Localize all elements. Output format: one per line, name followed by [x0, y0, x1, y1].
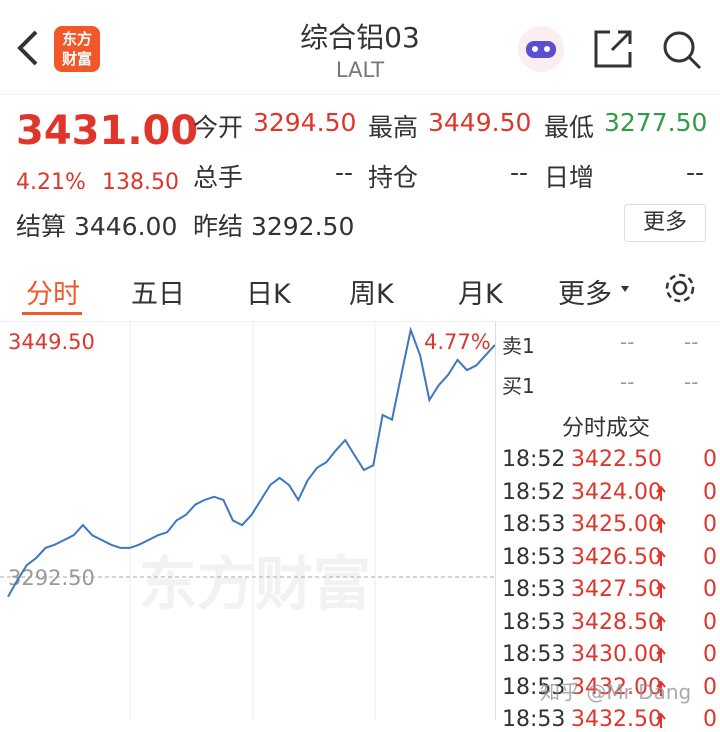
trade-time: 18:52: [502, 479, 566, 505]
y-tick-label: 3449.50: [8, 330, 95, 354]
trade-volume: 0: [703, 479, 717, 505]
y-tick-label: 3292.50: [8, 566, 95, 590]
settle: 结算 3446.00: [16, 207, 177, 243]
divider: [495, 322, 496, 720]
header: 东方财富 综合铝03 LALT: [0, 0, 720, 95]
stat-value: --: [685, 158, 704, 187]
stat-label: 结算: [16, 212, 67, 241]
up-arrow: [656, 615, 666, 631]
trade-volume: 0: [703, 544, 717, 570]
logo: 东方 财富: [54, 26, 100, 72]
stat-label: 昨结: [193, 212, 244, 241]
trade-price: 3432.00: [571, 674, 662, 700]
stat-label: 今开: [193, 113, 244, 142]
trade-time: 18:53: [502, 512, 566, 537]
trade-price: 3428.50: [571, 609, 662, 635]
trade-volume: 0: [703, 642, 717, 667]
stat-value: 3449.50: [428, 108, 532, 137]
stat-value: 3277.50: [604, 108, 708, 137]
stat-value: 3446.00: [73, 212, 178, 241]
logo-text: 东方: [61, 30, 92, 48]
trade-time: 18:53: [502, 577, 566, 602]
stat-value: 3292.50: [250, 212, 355, 241]
dropdown-icon: [621, 286, 629, 292]
share-icon[interactable]: [592, 28, 634, 70]
trade-volume: 0: [703, 609, 717, 635]
up-arrow: [656, 583, 666, 598]
change-pct: 4.21%: [16, 170, 86, 195]
stat-value: 3294.50: [253, 108, 357, 137]
tab[interactable]: 周K: [349, 279, 394, 310]
trade-time: 18:53: [502, 642, 566, 667]
tab[interactable]: 日K: [246, 279, 291, 310]
code: LALT: [335, 58, 385, 82]
settings-icon[interactable]: [662, 270, 698, 306]
trade-time: 18:53: [502, 674, 566, 700]
up-arrow: [656, 485, 666, 501]
book-price: --: [620, 330, 635, 354]
tab[interactable]: 更多: [558, 279, 612, 310]
trade-volume: 0: [703, 577, 717, 602]
trade-price: 3427.50: [571, 577, 662, 602]
trade-price: 3424.00: [571, 479, 662, 505]
assistant-icon[interactable]: [516, 24, 566, 74]
book-label: 买1: [502, 374, 535, 398]
book-price: --: [620, 370, 635, 394]
trade-price: 3425.00: [571, 512, 662, 537]
price-line: [7, 326, 495, 598]
trade-time: 18:53: [502, 609, 566, 635]
stat-label: 最低: [544, 113, 595, 142]
pct-annotation: 4.77%: [424, 330, 491, 354]
trade-volume: 0: [703, 674, 717, 700]
change: 138.50: [102, 170, 179, 195]
divider: [0, 321, 720, 322]
tab[interactable]: 月K: [458, 279, 503, 310]
stat-label: 日增: [544, 163, 595, 192]
prev-settle: 昨结 3292.50: [193, 207, 354, 243]
trade-time: 18:52: [502, 447, 566, 472]
up-arrow: [656, 648, 666, 663]
up-arrow: [656, 713, 666, 728]
trade-time: 18:53: [502, 544, 566, 570]
intraday-chart: 东方财富 3292.50 3449.50 4.77%: [0, 322, 495, 720]
back-button[interactable]: [14, 28, 44, 68]
book-volume: --: [684, 370, 699, 394]
title: 综合铝03: [300, 21, 420, 54]
last-price: 3431.00: [16, 108, 199, 154]
stat-value: --: [334, 158, 353, 187]
more-button[interactable]: 更多: [624, 204, 706, 242]
trade-price: 3422.50: [571, 447, 662, 472]
stat-label: 总手: [193, 163, 244, 192]
trade-price: 3426.50: [571, 544, 662, 570]
watermark: 东方财富: [139, 550, 371, 618]
stat-value: --: [509, 158, 528, 187]
book-label: 卖1: [502, 334, 535, 358]
search-icon[interactable]: [660, 28, 704, 72]
stat-label: 最高: [368, 113, 419, 142]
trade-price: 3430.00: [571, 642, 662, 667]
trades-title: 分时成交: [562, 416, 651, 441]
watermark: 知乎 @Mr Dang: [540, 680, 692, 704]
tab-indicator: [22, 312, 82, 315]
up-arrow: [656, 518, 666, 533]
stat-label: 持仓: [368, 163, 419, 192]
up-arrow: [656, 680, 666, 696]
trade-volume: 0: [703, 512, 717, 537]
tab[interactable]: 分时: [26, 279, 80, 310]
tab[interactable]: 五日: [131, 279, 185, 310]
book-volume: --: [684, 330, 699, 354]
up-arrow: [656, 550, 666, 566]
trade-volume: 0: [703, 447, 717, 472]
logo-text: 财富: [61, 50, 92, 68]
